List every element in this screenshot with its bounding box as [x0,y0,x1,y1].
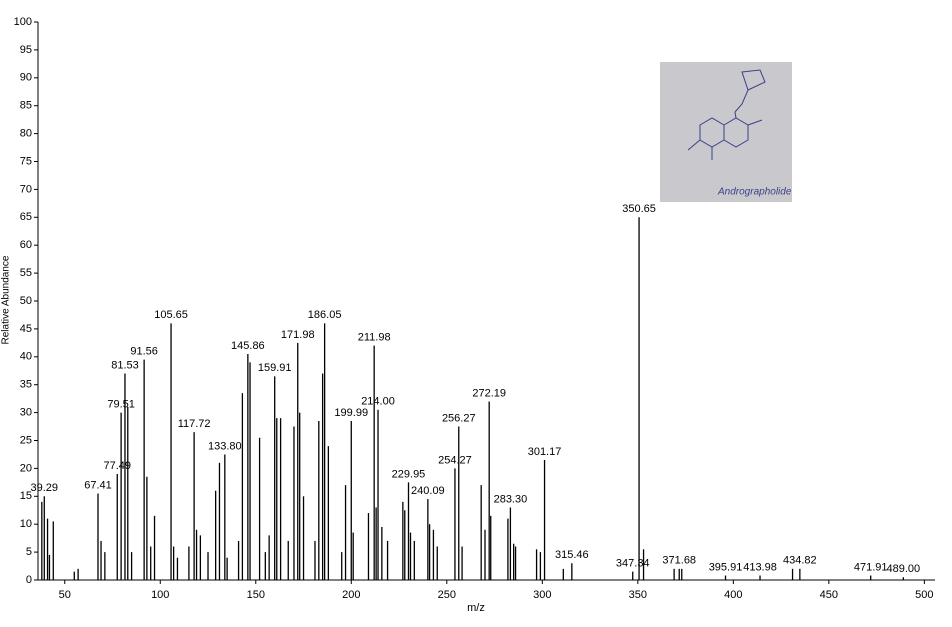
y-tick-label: 95 [20,44,32,56]
y-tick-label: 0 [26,574,32,586]
peak-label: 211.98 [358,332,391,344]
y-tick-label: 80 [20,128,32,140]
peak-label: 315.46 [555,549,589,561]
y-tick-label: 75 [20,155,32,167]
y-tick-label: 50 [20,295,32,307]
x-tick-label: 100 [151,589,169,601]
x-tick-label: 300 [533,589,551,601]
inset-photo [660,62,792,202]
peak-label: 91.56 [130,345,158,357]
peak-label: 186.05 [308,309,342,321]
peak-label: 272.19 [472,387,506,399]
peak-label: 133.80 [208,440,242,452]
x-tick-label: 400 [724,589,742,601]
x-axis-label: m/z [467,602,485,614]
peak-label: 371.68 [662,555,696,567]
y-tick-label: 100 [14,16,32,28]
peak-label: 105.65 [154,309,188,321]
y-tick-label: 85 [20,100,32,112]
structure-sketch [687,69,766,160]
peak-label: 489.00 [887,563,921,575]
peak-label: 413.98 [743,561,777,573]
peak-label: 471.91 [854,561,888,573]
peak-label: 67.41 [84,479,112,491]
y-tick-label: 90 [20,72,32,84]
y-tick-label: 70 [20,183,32,195]
y-tick-label: 15 [20,490,32,502]
peak-label: 171.98 [281,329,315,341]
peak-label: 301.17 [528,446,562,458]
y-tick-label: 5 [26,546,32,558]
y-tick-label: 45 [20,323,32,335]
peak-label: 145.86 [231,340,265,352]
peak-label: 159.91 [258,362,292,374]
peak-label: 79.51 [107,399,135,411]
peak-label: 347.34 [616,558,650,570]
y-tick-label: 25 [20,434,32,446]
peak-label: 254.27 [438,454,472,466]
y-tick-label: 30 [20,407,32,419]
y-tick-label: 60 [20,239,32,251]
y-tick-label: 55 [20,267,32,279]
peak-label: 214.00 [361,396,395,408]
x-tick-label: 150 [247,589,265,601]
structure-inset: Andrographolide [660,62,792,202]
x-tick-label: 450 [820,589,838,601]
peak-label: 81.53 [111,359,139,371]
x-tick-label: 200 [342,589,360,601]
y-tick-label: 40 [20,351,32,363]
peak-label: 199.99 [334,407,368,419]
y-tick-label: 20 [20,462,32,474]
x-tick-label: 50 [59,589,71,601]
x-tick-label: 250 [438,589,456,601]
peak-label: 39.29 [31,482,59,494]
x-tick-label: 350 [629,589,647,601]
peak-label: 77.49 [103,460,131,472]
peak-label: 240.09 [411,485,445,497]
peak-label: 117.72 [178,418,211,430]
y-tick-label: 35 [20,379,32,391]
y-tick-label: 10 [20,518,32,530]
y-axis-label: Relative Abundance [1,255,12,344]
peak-label: 434.82 [783,555,817,567]
peak-label: 229.95 [392,468,426,480]
peak-label: 395.91 [709,561,743,573]
inset-caption: Andrographolide [717,187,792,198]
peak-label: 350.65 [622,203,656,215]
peak-label: 283.30 [494,493,528,505]
y-tick-label: 65 [20,211,32,223]
peak-label: 256.27 [442,412,476,424]
x-tick-label: 500 [915,589,933,601]
